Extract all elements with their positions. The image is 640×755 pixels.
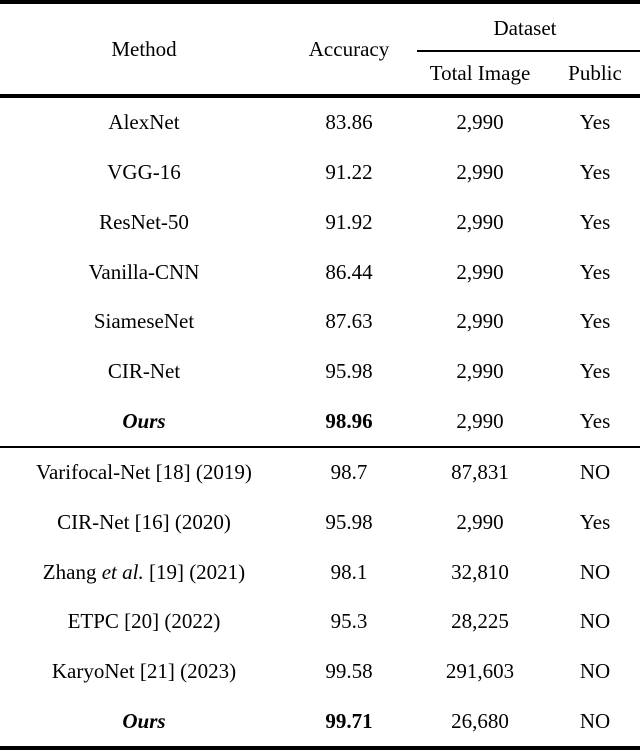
table-rule-top <box>0 0 640 4</box>
total-image-cell: 2,990 <box>456 408 504 433</box>
accuracy-cell: 91.22 <box>325 160 373 185</box>
table-row: AlexNet 83.86 2,990 Yes <box>0 98 640 148</box>
accuracy-cell: 91.92 <box>325 209 373 234</box>
table-row: CIR-Net 95.98 2,990 Yes <box>0 347 640 397</box>
public-cell: Yes <box>579 309 611 334</box>
method-cell: Ours <box>122 408 166 433</box>
public-cell: NO <box>579 708 611 733</box>
accuracy-cell: 98.1 <box>330 559 368 584</box>
table-row: CIR-Net [16] (2020) 95.98 2,990 Yes <box>0 498 640 548</box>
method-cell: SiameseNet <box>93 309 195 334</box>
table-row: ResNet-50 91.92 2,990 Yes <box>0 197 640 247</box>
total-image-cell: 2,990 <box>456 259 504 284</box>
total-image-cell: 2,990 <box>456 160 504 185</box>
public-cell: Yes <box>579 110 611 135</box>
column-header-public: Public <box>568 60 622 85</box>
public-cell: Yes <box>579 358 611 383</box>
public-cell: Yes <box>579 160 611 185</box>
accuracy-cell: 95.98 <box>325 510 373 534</box>
method-cell: CIR-Net [16] (2020) <box>57 510 231 534</box>
total-image-cell: 28,225 <box>451 609 509 634</box>
method-cell: Vanilla-CNN <box>88 259 200 284</box>
method-cell: ResNet-50 <box>99 209 189 234</box>
accuracy-cell: 98.96 <box>325 408 373 433</box>
table-rule-header-separator <box>0 94 640 98</box>
method-cell: VGG-16 <box>107 160 181 185</box>
column-header-total-image: Total Image <box>429 60 531 85</box>
accuracy-cell: 83.86 <box>325 110 373 135</box>
method-cell: KaryoNet [21] (2023) <box>51 659 237 684</box>
accuracy-cell: 86.44 <box>325 259 373 284</box>
accuracy-cell: 98.7 <box>330 460 368 485</box>
method-text-italic: et al. <box>101 559 144 584</box>
method-cell: CIR-Net <box>107 358 181 383</box>
table-row: Varifocal-Net [18] (2019) 98.7 87,831 NO <box>0 448 640 498</box>
public-cell: Yes <box>579 209 611 234</box>
method-cell: ETPC [20] (2022) <box>67 609 221 634</box>
table-row: Vanilla-CNN 86.44 2,990 Yes <box>0 247 640 297</box>
table-row: SiameseNet 87.63 2,990 Yes <box>0 297 640 347</box>
total-image-cell: 2,990 <box>456 309 504 334</box>
total-image-cell: 2,990 <box>456 510 504 534</box>
table-row: ETPC [20] (2022) 95.3 28,225 NO <box>0 597 640 647</box>
table-body-proposed-comparison: AlexNet 83.86 2,990 Yes VGG-16 91.22 2,9… <box>0 98 640 446</box>
column-group-dataset-label: Dataset <box>493 15 557 40</box>
method-cell: Zhang et al. [19] (2021) <box>0 560 288 585</box>
dataset-group-underline <box>417 50 640 52</box>
accuracy-cell: 95.98 <box>325 358 373 383</box>
column-group-dataset: Dataset <box>410 4 640 52</box>
method-text: [19] (2021) <box>143 559 246 584</box>
table-row-ours: Ours 99.71 26,680 NO <box>0 696 640 746</box>
public-cell: Yes <box>579 408 611 433</box>
table-row: Zhang et al. [19] (2021) 98.1 32,810 NO <box>0 547 640 597</box>
method-text: Zhang <box>42 559 102 584</box>
column-header-accuracy: Accuracy <box>308 36 390 61</box>
total-image-cell: 26,680 <box>451 708 509 733</box>
total-image-cell: 291,603 <box>445 659 515 684</box>
method-cell: AlexNet <box>108 110 180 135</box>
total-image-cell: 2,990 <box>456 209 504 234</box>
table-row: VGG-16 91.22 2,990 Yes <box>0 148 640 198</box>
accuracy-cell: 99.71 <box>325 708 373 733</box>
total-image-cell: 2,990 <box>456 110 504 135</box>
table-body-sota-comparison: Varifocal-Net [18] (2019) 98.7 87,831 NO… <box>0 448 640 746</box>
method-cell: Varifocal-Net [18] (2019) <box>36 460 252 485</box>
method-cell: Ours <box>122 708 166 733</box>
total-image-cell: 2,990 <box>456 358 504 383</box>
public-cell: Yes <box>579 510 611 534</box>
accuracy-cell: 99.58 <box>325 659 373 684</box>
total-image-cell: 87,831 <box>451 460 509 485</box>
column-header-method: Method <box>111 36 177 61</box>
public-cell: NO <box>579 460 611 485</box>
accuracy-cell: 95.3 <box>330 609 368 634</box>
public-cell: Yes <box>579 259 611 284</box>
total-image-cell: 32,810 <box>451 559 509 584</box>
table-header: Method Accuracy Dataset Total Image Publ… <box>0 4 640 94</box>
public-cell: NO <box>579 559 611 584</box>
public-cell: NO <box>579 609 611 634</box>
table-rule-section-divider <box>0 446 640 448</box>
table-rule-bottom <box>0 746 640 750</box>
table-row: KaryoNet [21] (2023) 99.58 291,603 NO <box>0 647 640 697</box>
accuracy-cell: 87.63 <box>325 309 373 334</box>
table-row-ours: Ours 98.96 2,990 Yes <box>0 396 640 446</box>
public-cell: NO <box>579 659 611 684</box>
